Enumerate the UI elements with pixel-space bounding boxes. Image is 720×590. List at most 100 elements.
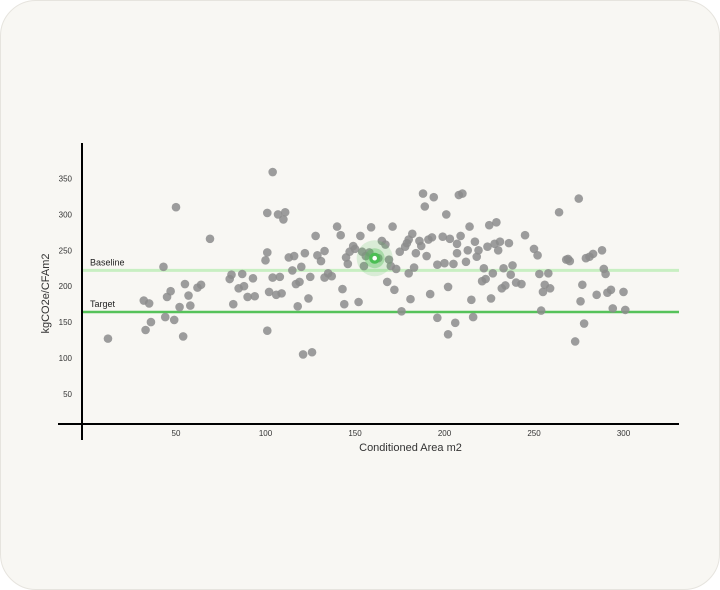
data-point [166, 286, 175, 296]
data-point [492, 217, 501, 227]
y-tick-label: 150 [59, 318, 73, 327]
y-axis-label: kgCO2e/CFAm2 [40, 253, 52, 333]
data-point [458, 189, 467, 198]
data-point [381, 240, 390, 249]
data-point [499, 263, 508, 273]
data-point [425, 289, 435, 299]
data-point [359, 261, 369, 271]
data-point [248, 274, 258, 283]
data-point [289, 251, 299, 261]
data-point [608, 304, 618, 313]
data-point [293, 302, 303, 311]
data-point [316, 256, 326, 266]
highlight-point[interactable] [356, 240, 393, 277]
data-point [488, 268, 498, 278]
data-point [619, 287, 628, 297]
data-point [517, 279, 526, 289]
data-point [227, 270, 236, 280]
data-point [332, 222, 342, 231]
data-point [250, 291, 260, 301]
data-point [501, 281, 510, 290]
y-tick-label: 200 [59, 282, 73, 291]
data-points [103, 167, 630, 359]
data-point [268, 167, 277, 177]
data-point [433, 313, 442, 323]
y-tick-label: 350 [59, 175, 73, 184]
data-point [159, 262, 168, 272]
data-point [243, 292, 252, 302]
data-point [529, 244, 539, 254]
data-point [237, 269, 247, 279]
data-point [160, 312, 170, 322]
data-point [588, 249, 598, 259]
data-point [538, 287, 548, 297]
data-point [404, 268, 414, 278]
data-point [411, 248, 421, 258]
data-point [273, 210, 283, 219]
data-point [570, 337, 580, 346]
reference-label-target: Target [90, 299, 116, 309]
data-point [239, 281, 249, 291]
data-point [468, 312, 478, 322]
x-tick-label: 250 [527, 429, 541, 438]
reference-label-baseline: Baseline [90, 257, 125, 267]
data-point [449, 259, 458, 269]
data-point [484, 220, 494, 230]
data-point [171, 202, 181, 212]
data-point [186, 301, 195, 310]
data-point [465, 222, 474, 231]
data-point [311, 231, 320, 241]
data-point [336, 230, 345, 240]
data-point [384, 255, 394, 264]
data-point [429, 192, 439, 202]
data-point [495, 237, 505, 246]
data-point [327, 271, 337, 281]
data-point [397, 307, 406, 316]
data-point [433, 260, 442, 269]
data-point [141, 325, 150, 335]
data-point [592, 290, 601, 300]
data-point [470, 237, 480, 246]
data-point [578, 280, 587, 290]
data-point [450, 318, 460, 328]
data-point [427, 233, 437, 242]
x-tick-label: 100 [259, 429, 273, 438]
data-point [463, 246, 473, 255]
data-point [565, 256, 575, 266]
data-point [597, 246, 607, 255]
data-point [343, 259, 353, 269]
data-point [262, 248, 272, 257]
y-tick-label: 300 [59, 210, 73, 219]
data-point [544, 268, 553, 278]
data-point [300, 248, 310, 258]
data-point [576, 296, 585, 306]
data-point [554, 207, 564, 217]
data-point [452, 248, 462, 258]
data-point [382, 277, 392, 287]
data-point [467, 295, 476, 305]
data-point [295, 277, 304, 287]
data-point [441, 210, 451, 219]
data-point [144, 299, 154, 308]
data-point [180, 279, 190, 289]
data-point [472, 252, 482, 262]
x-tick-label: 200 [438, 429, 452, 438]
data-point [407, 229, 417, 239]
data-point [416, 241, 426, 251]
data-point [395, 247, 405, 257]
data-point [579, 319, 589, 328]
data-point [320, 246, 329, 256]
y-tick-label: 50 [63, 390, 72, 399]
data-point [601, 269, 610, 279]
data-point [391, 264, 401, 274]
data-point [545, 284, 555, 293]
data-point [277, 289, 286, 298]
data-point [533, 251, 542, 260]
data-point [479, 263, 489, 273]
data-point [440, 258, 449, 268]
data-point [175, 302, 184, 312]
data-point [205, 234, 215, 244]
data-point [275, 272, 285, 282]
data-point [297, 262, 306, 272]
